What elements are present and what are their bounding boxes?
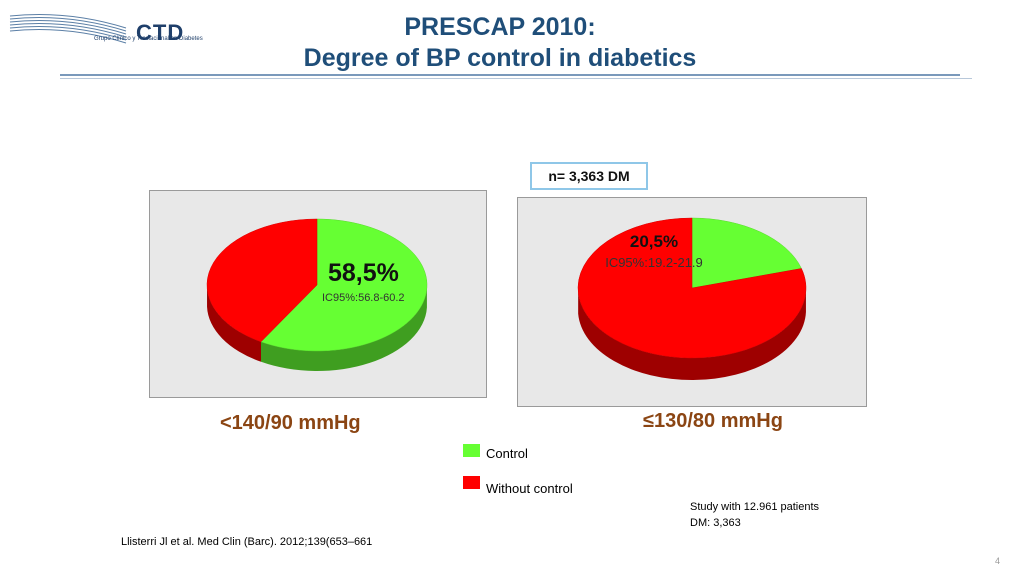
legend-swatch-without-control [463,476,480,489]
legend-swatch-control [463,444,480,457]
pie-1-value-label: 58,5% [328,259,399,287]
pie-2-value-label: 20,5% [630,232,678,251]
pie-1-slice-1-side [261,287,427,371]
slide-title: PRESCAP 2010: Degree of BP control in di… [0,12,1000,74]
page-number: 4 [995,556,1001,566]
sample-size-badge: n= 3,363 DM [530,162,648,190]
legend-label-without-control: Without control [486,481,573,496]
pie-2-slice-1 [691,217,802,289]
ctd-logo: CTD Grupo Clínico y Traslacional en Diab… [8,8,203,48]
study-note-line-2: DM: 3,363 [690,517,741,529]
title-rule [60,74,960,76]
logo-subtitle: Grupo Clínico y Traslacional en Diabetes [94,36,203,42]
study-note-line-1: Study with 12.961 patients [690,501,820,513]
pie-2-slice-2-side [578,290,806,381]
logo-name: CTD [136,20,185,45]
logo-swoosh-icon [9,14,127,44]
threshold-label-2: ≤130/80 mmHg [643,410,783,432]
pie-1-ci-label: IC95%:56.8-60.2 [322,292,405,304]
pie-2-slice-2 [577,217,807,359]
title-line-2: Degree of BP control in diabetics [303,44,697,72]
pie-1-slice-2-side [207,286,262,362]
pie-1-slice-1 [260,218,428,352]
title-line-1: PRESCAP 2010: [404,13,596,41]
citation: Llisterri Jl et al. Med Clin (Barc). 201… [121,536,373,548]
threshold-label-1: <140/90 mmHg [220,412,361,434]
pie-2-ci-label: IC95%:19.2-21.9 [605,255,703,270]
study-note: Study with 12.961 patients DM: 3,363 [690,499,819,531]
pie-1-slice-2 [206,218,318,343]
title-rule-thin [60,78,972,79]
legend-label-control: Control [486,446,528,461]
